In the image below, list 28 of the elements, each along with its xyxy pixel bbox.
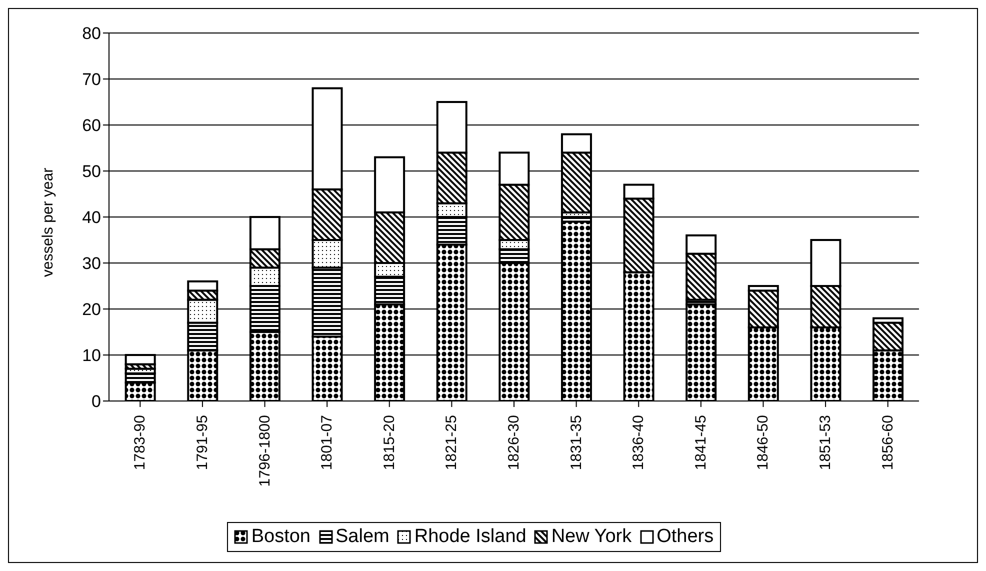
- legend-label: Salem: [334, 526, 390, 548]
- y-tick-label: 40: [82, 208, 101, 228]
- x-tick-label: 1783-90: [132, 415, 149, 470]
- x-tick-label: 1836-40: [630, 415, 648, 470]
- x-tick-label: 1821-25: [443, 415, 460, 470]
- y-tick-label: 70: [82, 70, 101, 90]
- legend-label: New York: [550, 526, 632, 548]
- y-tick-label: 30: [82, 254, 101, 274]
- x-tick-label: 1831-35: [568, 415, 585, 470]
- y-tick-label: 80: [82, 24, 101, 44]
- x-tick-label: 1826-30: [506, 415, 522, 470]
- y-tick-label: 0: [92, 392, 101, 412]
- x-tick-label: 1801-07: [318, 415, 336, 470]
- x-tick-label: 1815-20: [380, 415, 398, 470]
- x-tick-label: 1846-50: [754, 415, 772, 470]
- y-tick-label: 10: [82, 346, 101, 366]
- legend-label: Rhode Island: [413, 526, 526, 548]
- y-tick-label: 20: [82, 300, 101, 320]
- y-tick-label: 60: [82, 116, 101, 136]
- legend-label: Boston: [250, 526, 310, 548]
- x-tick-label: 1856-60: [879, 415, 896, 470]
- y-axis-title: vessels per year: [39, 168, 56, 277]
- x-tick-label: 1791-95: [194, 415, 211, 470]
- x-tick-label: 1851-53: [817, 415, 834, 470]
- x-tick-label: 1796-1800: [256, 415, 274, 487]
- legend-label: Others: [656, 526, 714, 548]
- x-tick-label: 1841-45: [692, 415, 710, 470]
- y-tick-label: 50: [82, 162, 101, 182]
